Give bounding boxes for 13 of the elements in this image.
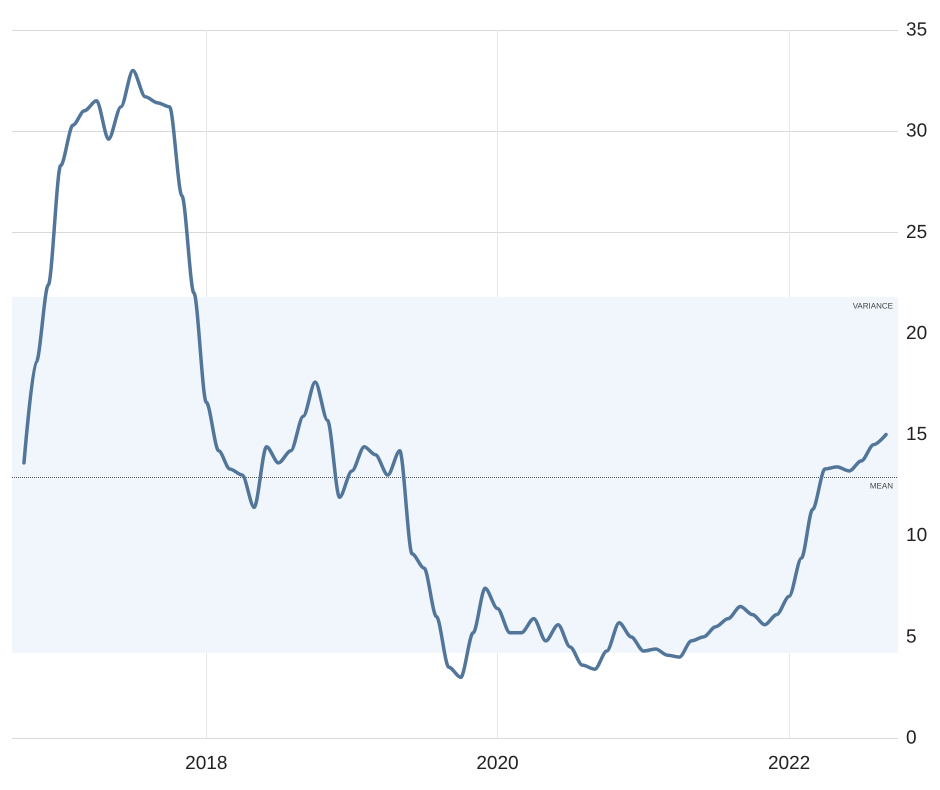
band-label: VARIANCE xyxy=(852,302,893,311)
y-tick-label: 5 xyxy=(906,626,917,648)
y-tick-label: 30 xyxy=(906,120,928,142)
y-tick-label: 35 xyxy=(906,20,928,40)
ref-line-label: MEAN xyxy=(870,482,894,491)
x-tick-label: 2022 xyxy=(768,753,810,774)
y-tick-label: 0 xyxy=(906,728,917,748)
x-tick-label: 2018 xyxy=(185,753,228,774)
x-tick-label: 2020 xyxy=(476,753,519,774)
y-tick-label: 20 xyxy=(906,322,928,344)
y-tick-label: 10 xyxy=(906,525,928,546)
y-tick-label: 25 xyxy=(906,222,928,243)
y-tick-label: 15 xyxy=(906,424,928,446)
